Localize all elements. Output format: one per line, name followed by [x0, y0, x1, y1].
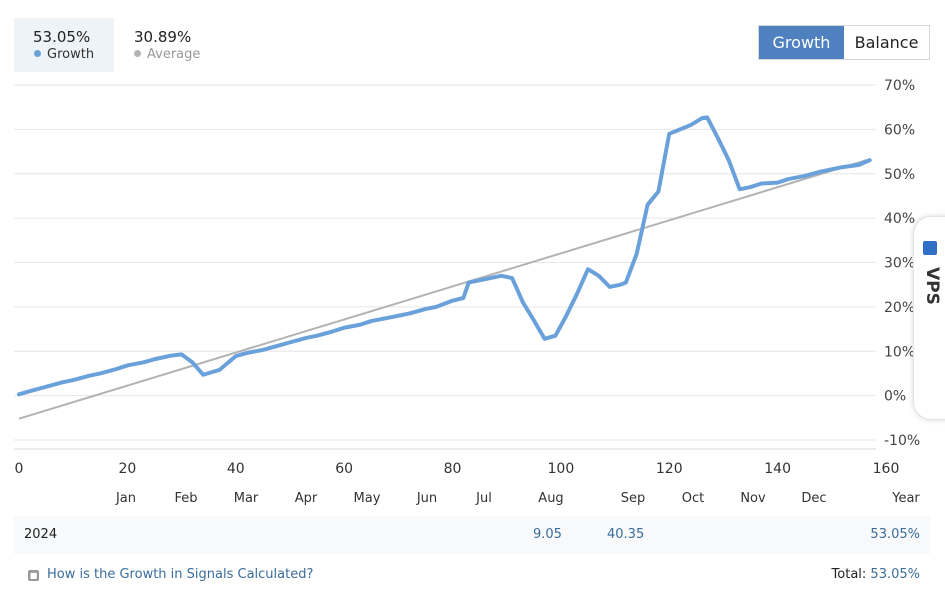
month-label: Jul	[475, 491, 492, 506]
month-label: Sep	[621, 491, 646, 506]
growth-chart: 70% 60% 50% 40% 30% 20% 10% 0% -10% 0 20 40 60 80 100…	[14, 78, 920, 506]
y-tick-label: 10%	[884, 344, 915, 360]
month-label: Nov	[740, 491, 766, 506]
month-label: Dec	[801, 491, 826, 506]
y-tick-label: 20%	[884, 300, 915, 316]
x-axis-ticks: 0 20 40 60 80 100 120 140 160	[15, 461, 900, 477]
y-tick-label: 0%	[884, 389, 906, 405]
chart-series	[17, 115, 872, 420]
y-axis-ticks: 70% 60% 50% 40% 30% 20% 10% 0% -10%	[884, 78, 920, 449]
help-link-text: How is the Growth in Signals Calculated?	[47, 567, 314, 582]
x-tick-label: 40	[227, 461, 245, 477]
month-label: May	[354, 491, 381, 506]
year-total-value: 53.05%	[870, 527, 920, 542]
month-labels: Jan Feb Mar Apr May Jun Jul Aug Sep Oct Nov Dec Year	[115, 491, 920, 506]
total-label: Total:	[831, 567, 867, 582]
x-tick-label: 0	[15, 461, 24, 477]
x-tick-label: 60	[335, 461, 353, 477]
month-label: Oct	[682, 491, 704, 506]
month-label: Aug	[538, 491, 563, 506]
year-results-row: 2024 9.05 40.35 53.05%	[14, 516, 930, 554]
y-tick-label: 50%	[884, 167, 915, 183]
x-tick-label: 160	[873, 461, 900, 477]
y-tick-label: 40%	[884, 211, 915, 227]
total-summary: Total: 53.05%	[832, 567, 920, 582]
average-dot-icon	[134, 50, 141, 57]
legend-growth-value: 53.05%	[33, 28, 91, 46]
growth-dot-icon	[34, 50, 41, 57]
year-label: 2024	[24, 527, 58, 542]
x-tick-label: 20	[118, 461, 136, 477]
total-value: 53.05%	[870, 567, 920, 582]
growth-calculation-help-link[interactable]: ■ How is the Growth in Signals Calculated…	[28, 567, 313, 582]
month-label: Feb	[174, 491, 197, 506]
chart-mode-toggle: Growth Balance	[758, 25, 930, 60]
x-tick-label: 80	[444, 461, 462, 477]
month-label: Apr	[295, 491, 318, 506]
legend-average[interactable]: 30.89% Average	[122, 18, 222, 72]
legend-growth-label: Growth	[34, 47, 94, 62]
month-label: Year	[891, 491, 920, 506]
y-tick-label: 70%	[884, 78, 915, 94]
sep-value: 40.35	[607, 527, 645, 542]
y-tick-label: 60%	[884, 122, 915, 138]
growth-line	[17, 115, 872, 397]
x-tick-label: 140	[764, 461, 791, 477]
x-tick-label: 100	[548, 461, 575, 477]
legend-average-label: Average	[134, 47, 200, 62]
month-label: Jan	[115, 491, 136, 506]
chart-grid	[14, 84, 876, 450]
y-tick-label: -10%	[884, 433, 920, 449]
month-label: Mar	[234, 491, 259, 506]
month-label: Jun	[416, 491, 437, 506]
average-line	[18, 158, 871, 420]
y-tick-label: 30%	[884, 256, 915, 272]
aug-value: 9.05	[533, 527, 562, 542]
legend-average-value: 30.89%	[134, 28, 192, 46]
legend-growth[interactable]: 53.05% Growth	[14, 18, 114, 72]
metatrader-vps-text: MetaTrader VPS	[922, 267, 945, 377]
x-tick-label: 120	[656, 461, 683, 477]
metatrader-logo-icon	[923, 241, 937, 255]
metatrader-vps-badge[interactable]: MetaTrader VPS	[913, 216, 945, 420]
help-book-icon: ■	[28, 570, 39, 581]
balance-toggle-button[interactable]: Balance	[844, 26, 929, 59]
growth-toggle-button[interactable]: Growth	[759, 26, 844, 59]
